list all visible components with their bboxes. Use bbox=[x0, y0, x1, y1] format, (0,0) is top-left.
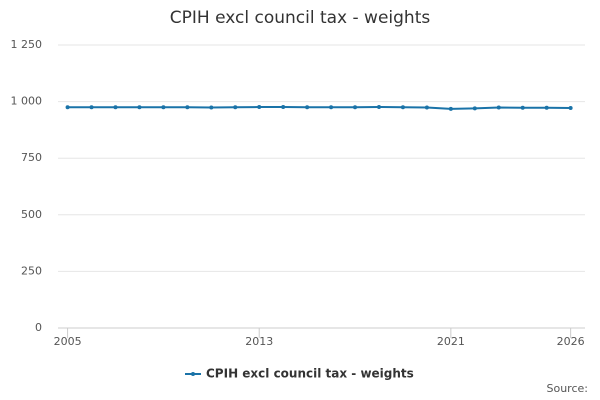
point bbox=[544, 105, 549, 110]
x-tick-label: 2013 bbox=[245, 335, 273, 348]
point bbox=[376, 105, 381, 110]
x-tick-label: 2021 bbox=[437, 335, 465, 348]
y-tick-label: 1 250 bbox=[11, 38, 43, 51]
point bbox=[520, 105, 525, 110]
legend-marker bbox=[191, 372, 195, 376]
point bbox=[113, 105, 118, 110]
point bbox=[161, 105, 166, 110]
point bbox=[209, 105, 214, 110]
point bbox=[424, 105, 429, 110]
point bbox=[305, 105, 310, 110]
point bbox=[353, 105, 358, 110]
point bbox=[257, 105, 262, 110]
x-tick-label: 2005 bbox=[54, 335, 82, 348]
point bbox=[89, 105, 94, 110]
legend-label: CPIH excl council tax - weights bbox=[206, 367, 414, 381]
y-tick-label: 1 000 bbox=[11, 95, 43, 108]
y-tick-label: 500 bbox=[21, 208, 42, 221]
point bbox=[65, 105, 70, 110]
y-tick-label: 750 bbox=[21, 151, 42, 164]
point bbox=[329, 105, 334, 110]
point bbox=[472, 106, 477, 111]
point bbox=[281, 105, 286, 110]
y-tick-label: 0 bbox=[35, 321, 42, 334]
x-tick-label: 2026 bbox=[557, 335, 585, 348]
point bbox=[233, 105, 238, 110]
point bbox=[496, 105, 501, 110]
point bbox=[568, 105, 573, 110]
chart-title: CPIH excl council tax - weights bbox=[170, 8, 431, 28]
source: Source: bbox=[547, 382, 589, 395]
y-tick-label: 250 bbox=[21, 264, 42, 277]
point bbox=[448, 106, 453, 111]
line bbox=[67, 106, 571, 110]
point bbox=[400, 105, 405, 110]
point bbox=[185, 105, 190, 110]
point bbox=[137, 105, 142, 110]
